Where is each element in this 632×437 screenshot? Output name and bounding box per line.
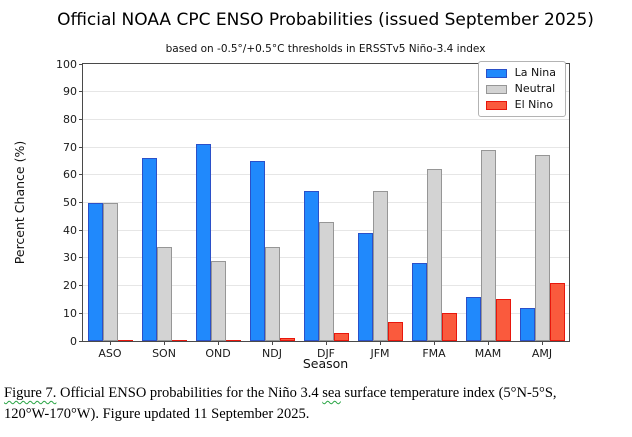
y-tick-label: 20 bbox=[63, 279, 77, 293]
y-tick-label: 40 bbox=[63, 223, 77, 237]
bar-el-nino-ndj bbox=[279, 338, 295, 341]
x-tick-mark bbox=[487, 341, 489, 345]
x-tick-label-ndj: NDJ bbox=[262, 347, 282, 360]
chart-title: Official NOAA CPC ENSO Probabilities (is… bbox=[57, 10, 594, 30]
bar-neutral-ndj bbox=[264, 246, 280, 341]
y-tick-mark bbox=[79, 91, 83, 93]
bar-la-nina-amj bbox=[519, 307, 535, 341]
bar-el-nino-fma bbox=[441, 313, 457, 341]
bar-el-nino-aso bbox=[117, 340, 133, 341]
gridline bbox=[83, 118, 569, 120]
y-tick-label: 90 bbox=[63, 85, 77, 99]
la-nina-swatch bbox=[485, 68, 507, 78]
caption-line-2: 120°W-170°W). Figure updated 11 Septembe… bbox=[4, 406, 310, 422]
gridline bbox=[83, 174, 569, 176]
x-tick-label-aso: ASO bbox=[98, 347, 122, 360]
x-tick-mark bbox=[217, 341, 219, 345]
y-tick-mark bbox=[79, 285, 83, 287]
bar-el-nino-ond bbox=[225, 340, 241, 341]
gridline bbox=[83, 146, 569, 148]
bar-neutral-ond bbox=[210, 260, 226, 341]
y-tick-mark bbox=[79, 146, 83, 148]
x-tick-label-fma: FMA bbox=[422, 347, 446, 360]
bar-neutral-jfm bbox=[372, 191, 388, 341]
y-tick-mark bbox=[79, 202, 83, 203]
bar-neutral-aso bbox=[102, 202, 118, 341]
bar-neutral-fma bbox=[426, 169, 442, 341]
bar-el-nino-jfm bbox=[387, 321, 403, 341]
bar-el-nino-djf bbox=[333, 332, 349, 341]
x-tick-mark bbox=[379, 341, 381, 345]
legend-row-el-nino: El Nino bbox=[485, 98, 556, 111]
y-axis-label-text: Percent Chance (%) bbox=[12, 140, 28, 265]
x-tick-mark bbox=[271, 341, 273, 345]
y-tick-mark bbox=[79, 63, 83, 65]
plot-area: La Nina Neutral El Nino 0 10 20 30 40 50 60 70 8… bbox=[56, 58, 570, 360]
bar-la-nina-jfm bbox=[357, 232, 373, 341]
y-tick-label: 30 bbox=[63, 251, 77, 265]
legend-label-neutral: Neutral bbox=[514, 82, 556, 95]
bar-la-nina-aso bbox=[87, 202, 103, 341]
bar-el-nino-son bbox=[171, 340, 187, 341]
y-tick-label: 60 bbox=[63, 168, 77, 182]
y-tick-mark bbox=[79, 312, 83, 314]
bar-neutral-amj bbox=[534, 155, 550, 341]
legend: La Nina Neutral El Nino bbox=[477, 61, 566, 117]
bar-la-nina-djf bbox=[303, 191, 319, 341]
caption-figure-number: Figure 7. bbox=[4, 385, 57, 401]
gridline bbox=[83, 202, 569, 203]
y-tick-mark bbox=[79, 118, 83, 120]
caption-line-1: Figure 7. Official ENSO probabilities fo… bbox=[4, 383, 628, 404]
legend-row-neutral: Neutral bbox=[485, 82, 556, 95]
x-tick-mark bbox=[325, 341, 327, 345]
bar-neutral-djf bbox=[318, 221, 334, 341]
caption-text-tail: surface temperature index (5°N-5°S, bbox=[340, 385, 557, 401]
bar-la-nina-ond bbox=[195, 144, 211, 341]
bar-el-nino-mam bbox=[495, 299, 511, 341]
x-tick-label-amj: AMJ bbox=[531, 347, 553, 360]
y-tick-label: 0 bbox=[70, 334, 77, 348]
bar-la-nina-mam bbox=[465, 296, 481, 341]
y-tick-mark bbox=[79, 229, 83, 231]
y-tick-mark bbox=[79, 340, 83, 342]
gridline bbox=[83, 91, 569, 93]
bar-el-nino-amj bbox=[549, 282, 565, 341]
x-tick-label-son: SON bbox=[152, 347, 176, 360]
legend-row-la-nina: La Nina bbox=[485, 66, 556, 79]
caption-word-sea: sea bbox=[322, 385, 341, 401]
neutral-swatch bbox=[485, 84, 507, 94]
bar-la-nina-son bbox=[141, 158, 157, 341]
y-tick-mark bbox=[79, 174, 83, 176]
x-tick-mark bbox=[433, 341, 435, 345]
x-tick-label-mam: MAM bbox=[474, 347, 502, 360]
y-tick-label: 100 bbox=[56, 57, 77, 71]
bar-la-nina-fma bbox=[411, 263, 427, 341]
legend-label-el-nino: El Nino bbox=[514, 98, 554, 111]
y-tick-label: 50 bbox=[63, 196, 77, 209]
x-axis-label: Season bbox=[302, 356, 349, 371]
bar-neutral-son bbox=[156, 246, 172, 341]
y-tick-mark bbox=[79, 257, 83, 259]
x-tick-mark bbox=[109, 341, 111, 345]
y-tick-label: 70 bbox=[63, 140, 77, 154]
y-tick-label: 80 bbox=[63, 112, 77, 126]
x-tick-label-djf: DJF bbox=[316, 347, 336, 360]
el-nino-swatch bbox=[485, 100, 507, 110]
bar-la-nina-ndj bbox=[249, 160, 265, 341]
chart-figure: Official NOAA CPC ENSO Probabilities (is… bbox=[10, 10, 594, 371]
figure-caption: Figure 7. Official ENSO probabilities fo… bbox=[4, 383, 628, 425]
caption-text-mid: Official ENSO probabilities for the Niño… bbox=[56, 385, 323, 401]
bar-neutral-mam bbox=[480, 149, 496, 341]
chart-subtitle: based on -0.5°/+0.5°C thresholds in ERSS… bbox=[165, 43, 486, 55]
x-tick-mark bbox=[163, 341, 165, 345]
legend-label-la-nina: La Nina bbox=[514, 66, 556, 79]
y-axis-label: Percent Chance (%) bbox=[10, 63, 30, 342]
x-tick-mark bbox=[541, 341, 543, 345]
x-tick-label-ond: OND bbox=[205, 347, 231, 360]
x-tick-label-jfm: JFM bbox=[370, 347, 390, 360]
y-tick-label: 10 bbox=[63, 306, 77, 320]
